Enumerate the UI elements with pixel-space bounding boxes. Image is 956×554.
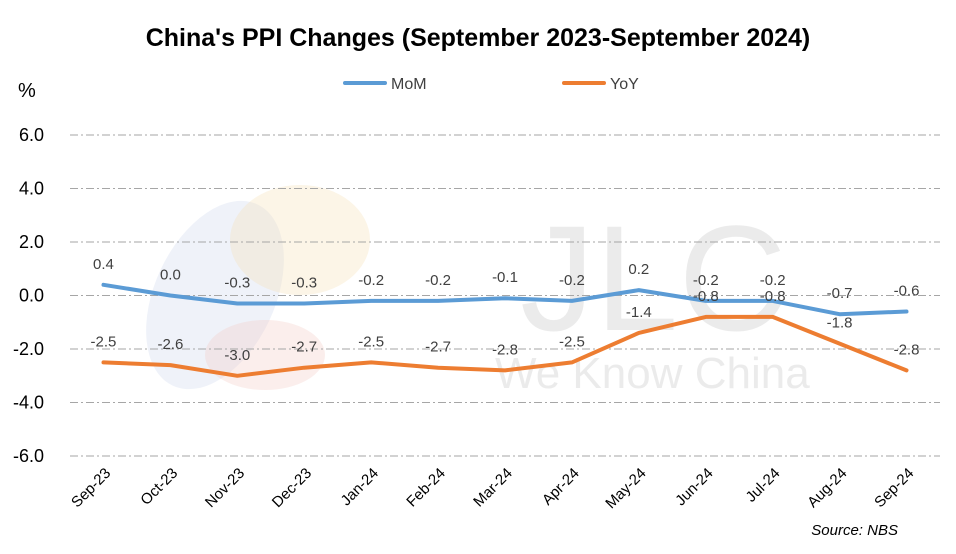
data-label-mom: -0.2 (693, 272, 719, 289)
x-tick-label: Jul-24 (743, 465, 784, 506)
y-tick-label: 4.0 (19, 179, 44, 199)
data-label-mom: 0.2 (628, 261, 649, 278)
x-tick-label: Oct-23 (137, 465, 181, 509)
data-label-yoy: -3.0 (224, 347, 250, 364)
watermark-tagline: We Know China (495, 349, 810, 398)
data-label-mom: -0.2 (559, 272, 585, 289)
watermark-logo-text: JLC (520, 194, 787, 362)
y-axis-ticks: 6.0 4.0 2.0 0.0 -2.0 -4.0 -6.0 (13, 125, 44, 466)
y-tick-label: -2.0 (13, 339, 44, 359)
data-label-yoy: -1.8 (827, 315, 853, 332)
gridlines (70, 134, 940, 457)
data-label-yoy: -2.8 (492, 341, 518, 358)
x-tick-label: May-24 (602, 465, 649, 512)
data-label-yoy: -2.7 (425, 339, 451, 356)
x-axis-ticks: Sep-23 Oct-23 Nov-23 Dec-23 Jan-24 Feb-24 Mar-… (68, 465, 917, 512)
y-tick-label: 6.0 (19, 125, 44, 145)
y-tick-label: 2.0 (19, 232, 44, 252)
data-label-yoy: -2.5 (91, 333, 117, 350)
x-tick-label: Nov-23 (202, 465, 248, 511)
data-labels: 0.40.0 -0.3 -0.3 -0.2 -0.2 -0.1 -0.20.2-0.2 -0.… (91, 256, 920, 364)
source-note: Source: NBS (811, 522, 898, 539)
x-tick-label: Feb-24 (403, 465, 449, 511)
data-label-yoy: -2.7 (291, 339, 317, 356)
y-tick-label: 0.0 (19, 286, 44, 306)
legend-label-mom: MoM (391, 76, 427, 93)
x-tick-label: Jan-24 (338, 465, 382, 509)
y-axis-unit: % (18, 80, 36, 102)
series-lines (101, 282, 909, 378)
data-label-yoy: -0.8 (760, 288, 786, 305)
data-label-mom: -0.2 (358, 272, 384, 289)
data-label-mom: 0.0 (160, 267, 181, 284)
x-tick-label: Apr-24 (539, 465, 583, 509)
y-tick-label: -4.0 (13, 393, 44, 413)
data-label-mom: 0.4 (93, 256, 114, 273)
x-tick-label: Jun-24 (672, 465, 716, 509)
data-label-yoy: -0.8 (693, 288, 719, 305)
data-label-yoy: -2.5 (559, 333, 585, 350)
x-tick-label: Sep-24 (871, 465, 917, 511)
data-label-mom: -0.6 (894, 283, 920, 300)
chart-title: China's PPI Changes (September 2023-Sept… (145, 24, 811, 52)
legend-label-yoy: YoY (610, 76, 639, 93)
data-label-mom: -0.2 (425, 272, 451, 289)
data-label-mom: -0.2 (760, 272, 786, 289)
x-tick-label: Mar-24 (470, 465, 516, 511)
x-tick-label: Sep-23 (68, 465, 114, 511)
data-label-mom: -0.7 (827, 285, 853, 302)
data-label-yoy: -1.4 (626, 304, 652, 321)
data-label-yoy: -2.8 (894, 341, 920, 358)
data-label-yoy: -2.6 (157, 336, 183, 353)
x-tick-label: Dec-23 (269, 465, 315, 511)
series-line-mom (101, 282, 909, 317)
data-label-mom: -0.1 (492, 269, 518, 286)
data-label-mom: -0.3 (224, 275, 250, 292)
legend: MoM YoY (343, 76, 639, 93)
jlc-watermark: JLC We Know China (146, 185, 810, 398)
x-tick-label: Aug-24 (804, 465, 850, 511)
y-tick-label: -6.0 (13, 446, 44, 466)
data-label-mom: -0.3 (291, 275, 317, 292)
data-label-yoy: -2.5 (358, 333, 384, 350)
